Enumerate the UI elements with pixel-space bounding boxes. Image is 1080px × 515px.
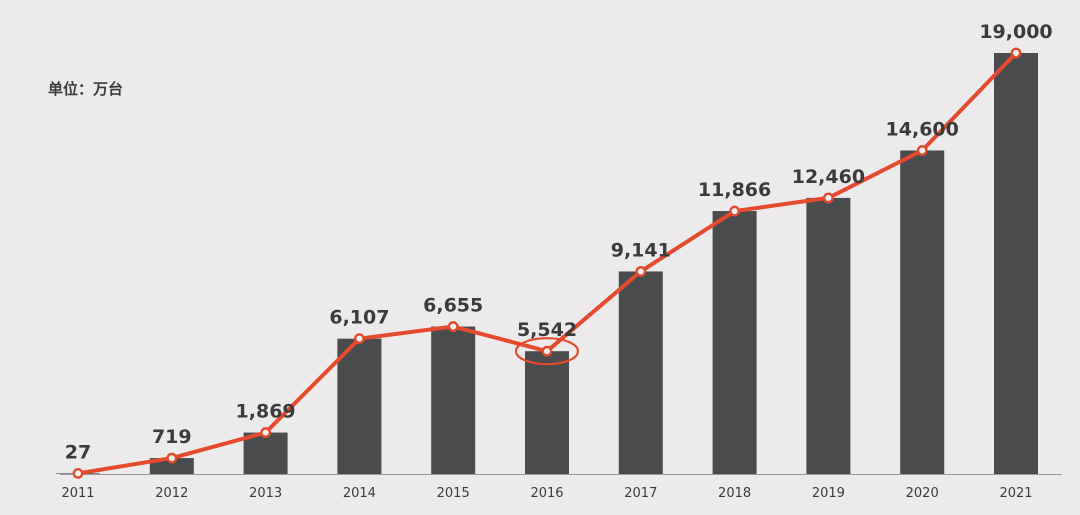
data-label-2012: 719	[152, 426, 192, 448]
x-tick-label-2014: 2014	[343, 486, 376, 501]
point-2017	[635, 266, 647, 277]
data-label-2021: 19,000	[979, 21, 1052, 43]
point-2019	[823, 192, 834, 204]
point-2014	[353, 333, 365, 345]
point-2015	[447, 321, 459, 332]
x-tick-label-2012: 2012	[155, 486, 188, 501]
highlight-ellipse-2016	[514, 337, 580, 366]
x-tick-label-2019: 2019	[812, 486, 845, 501]
point-2013	[260, 427, 271, 438]
bar-2012	[149, 458, 194, 474]
bar-2013	[243, 432, 288, 474]
data-label-2013: 1,869	[236, 401, 296, 423]
data-label-2014: 6,107	[329, 307, 389, 329]
point-2020	[916, 145, 928, 156]
data-label-2017: 9,141	[611, 239, 671, 261]
bar-2017	[618, 271, 663, 474]
data-label-2016: 5,542	[517, 319, 577, 341]
x-tick-label-2018: 2018	[718, 486, 751, 501]
point-2012	[166, 452, 178, 464]
unit-label: 单位：万台	[48, 80, 124, 98]
data-label-2018: 11,866	[698, 179, 771, 201]
data-label-2019: 12,460	[792, 166, 865, 188]
data-label-2020: 14,600	[886, 118, 959, 140]
data-label-2011: 27	[65, 441, 91, 463]
bar-2016	[525, 351, 569, 474]
x-tick-label-2015: 2015	[437, 486, 470, 501]
data-label-2015: 6,655	[423, 295, 483, 317]
bar-2021	[994, 53, 1038, 474]
bar-2018	[712, 211, 757, 475]
point-2011	[72, 468, 84, 479]
x-tick-label-2011: 2011	[61, 486, 94, 501]
bar-2020	[900, 150, 945, 474]
x-tick-label-2021: 2021	[999, 486, 1032, 501]
bar-2019	[806, 197, 851, 474]
point-2018	[729, 205, 740, 217]
x-tick-label-2016: 2016	[530, 486, 563, 501]
point-2021	[1010, 47, 1022, 59]
x-tick-label-2017: 2017	[624, 486, 657, 501]
x-tick-label-2013: 2013	[249, 486, 282, 501]
bar-2015	[431, 326, 476, 474]
bar-2014	[337, 338, 382, 474]
x-tick-label-2020: 2020	[906, 486, 939, 501]
point-2016	[541, 345, 553, 357]
